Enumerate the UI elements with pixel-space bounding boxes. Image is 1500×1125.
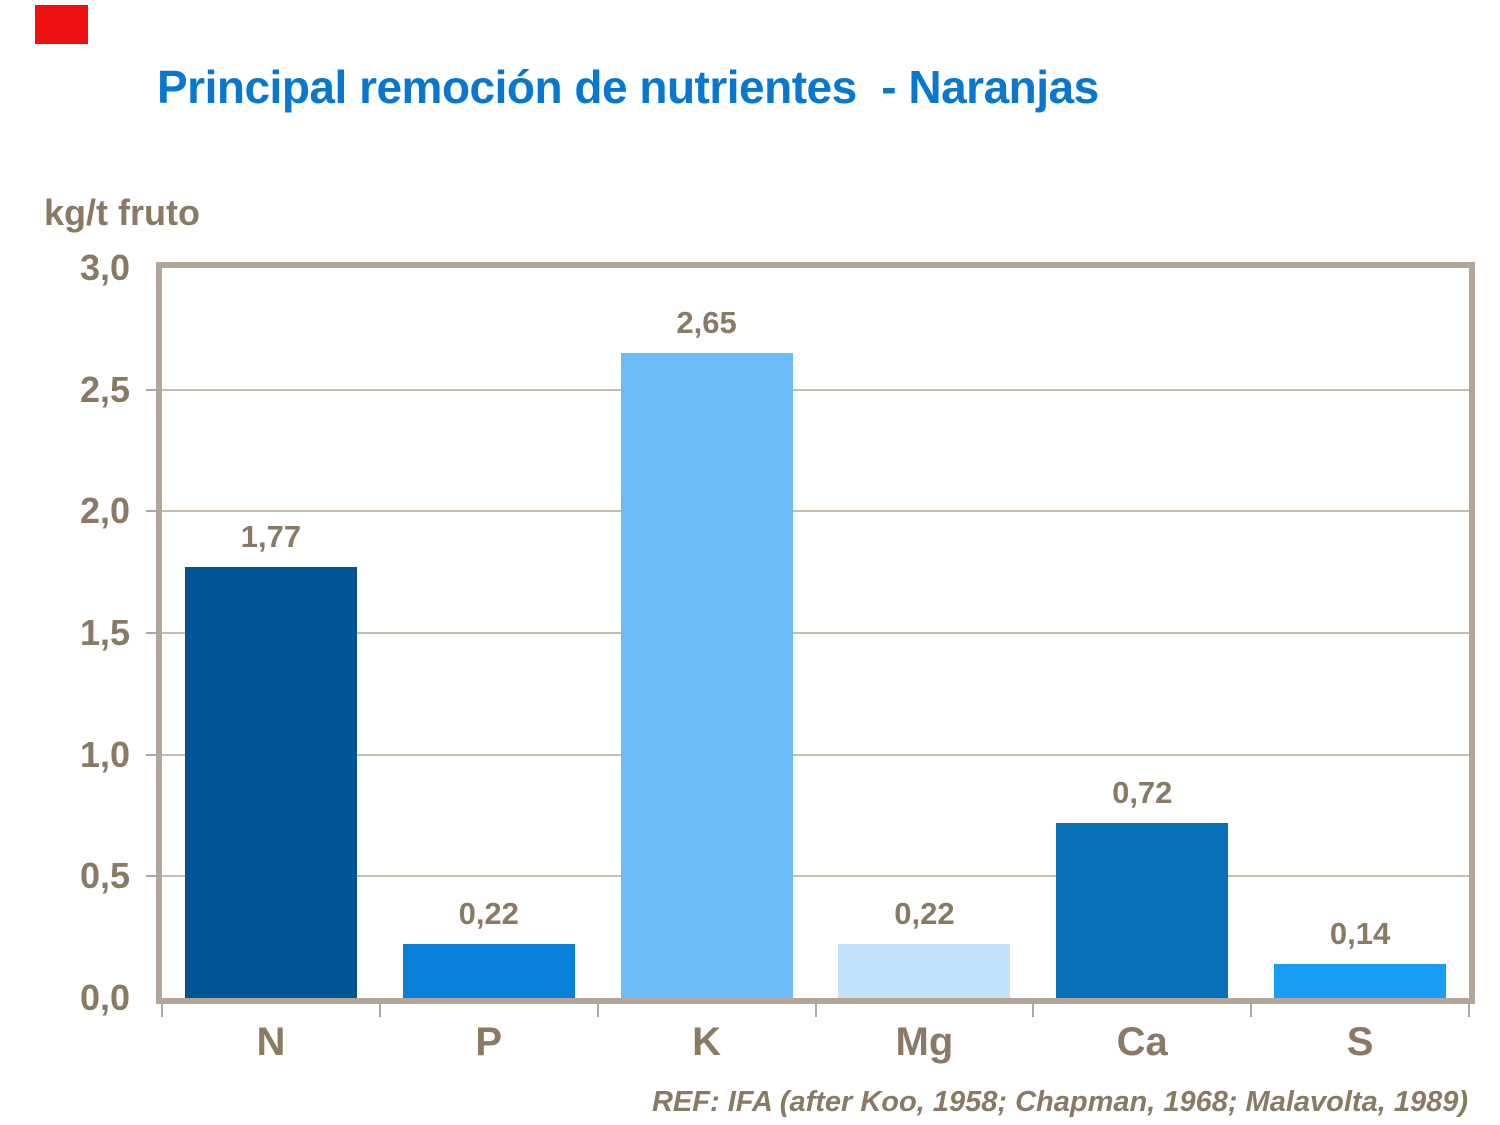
- category-label-s: S: [1346, 1020, 1374, 1064]
- x-axis-tick: [596, 1004, 599, 1017]
- y-axis-tick-label: 1,0: [79, 733, 130, 775]
- y-axis-tick-label: 0,5: [79, 855, 130, 897]
- plot-area: 1,77 0,22 2,65 0,22 0,72 0,14: [156, 262, 1475, 1004]
- bar-s: [1274, 963, 1447, 998]
- category-label-n: N: [256, 1020, 286, 1064]
- gridline: [162, 388, 1469, 391]
- y-axis-tick: [146, 875, 156, 878]
- value-label-s: 0,14: [1329, 915, 1391, 951]
- bar-k: [620, 353, 793, 998]
- y-axis-tick: [146, 510, 156, 513]
- x-axis-tick: [1250, 1004, 1253, 1017]
- x-axis-tick: [161, 1004, 163, 1017]
- value-label-n: 1,77: [240, 519, 302, 555]
- y-axis-tick-label: 0,0: [79, 977, 130, 1018]
- y-axis-tick-label: 3,0: [79, 247, 130, 288]
- y-axis-unit-label: kg/t fruto: [44, 192, 200, 233]
- x-axis-tick: [814, 1004, 817, 1017]
- bar-n: [184, 567, 357, 998]
- reference-text: REF: IFA (after Koo, 1958; Chapman, 1968…: [651, 1086, 1468, 1118]
- y-axis-tick: [146, 753, 156, 756]
- value-label-p: 0,22: [458, 896, 519, 932]
- x-axis-tick: [1032, 1004, 1035, 1017]
- y-axis-tick-label: 1,5: [79, 612, 130, 653]
- gridline: [162, 753, 1469, 756]
- chart-title: Principal remoción de nutrientes - Naran…: [157, 61, 1099, 113]
- category-label-ca: Ca: [1116, 1020, 1168, 1064]
- y-axis-tick: [146, 632, 156, 634]
- y-axis-tick-label: 2,5: [79, 368, 130, 410]
- category-label-p: P: [475, 1020, 503, 1064]
- category-label-mg: Mg: [895, 1020, 954, 1064]
- y-axis-tick: [146, 388, 156, 391]
- value-label-k: 2,65: [676, 305, 737, 341]
- y-axis-tick-label: 2,0: [79, 490, 130, 532]
- value-label-ca: 0,72: [1112, 774, 1173, 810]
- bar-mg: [838, 944, 1011, 998]
- value-label-mg: 0,22: [894, 896, 955, 932]
- category-label-k: K: [692, 1020, 722, 1064]
- x-axis-tick: [1468, 1004, 1470, 1017]
- x-axis-tick: [378, 1004, 381, 1017]
- gridline: [162, 510, 1469, 513]
- gridline: [162, 632, 1469, 634]
- red-accent-block: [35, 5, 88, 44]
- gridline: [162, 875, 1469, 878]
- bar-p: [402, 944, 575, 998]
- bar-ca: [1056, 822, 1229, 998]
